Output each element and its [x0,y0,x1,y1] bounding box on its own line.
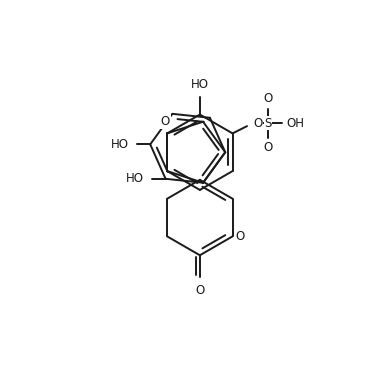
Text: HO: HO [126,172,144,185]
Text: O: O [264,92,273,105]
Text: HO: HO [191,78,209,91]
Text: O: O [254,117,263,130]
Text: OH: OH [286,117,304,130]
Text: S: S [264,117,272,130]
Text: O: O [264,141,273,154]
Text: O: O [235,230,245,243]
Text: HO: HO [111,138,128,151]
Text: O: O [195,284,204,296]
Text: O: O [161,115,170,128]
